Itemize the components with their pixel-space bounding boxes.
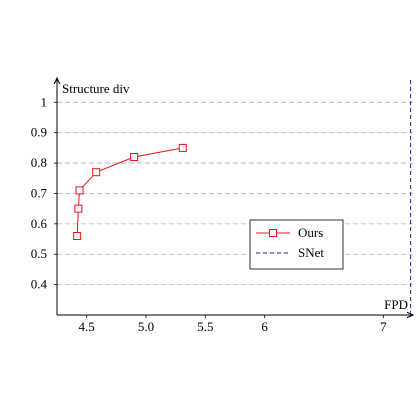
legend-label: Ours — [298, 225, 323, 240]
x-tick-label: 5.5 — [197, 319, 213, 334]
data-point — [130, 153, 139, 161]
y-tick-label: 0.7 — [31, 185, 48, 200]
x-tick-label: 5.0 — [138, 319, 154, 334]
x-tick-label: 6 — [261, 319, 268, 334]
data-point — [74, 204, 83, 213]
legend: Ours SNet — [249, 219, 344, 270]
y-tick-label: 0.6 — [31, 216, 48, 231]
y-tick-label: 0.8 — [31, 155, 47, 170]
legend-marker — [269, 229, 277, 237]
tick-labels: 0.4 0.5 0.6 0.7 0.8 0.9 1 4.5 5.0 5.5 6 7 — [31, 94, 387, 334]
legend-label: SNet — [298, 245, 324, 260]
data-point — [92, 168, 101, 177]
grid-lines — [57, 101, 413, 286]
series-line-ours — [76, 147, 183, 237]
y-tick-label: 1 — [41, 94, 48, 109]
plot-area — [73, 78, 412, 315]
legend-box — [249, 219, 344, 270]
x-tick-label: 4.5 — [79, 319, 95, 334]
data-point — [75, 186, 84, 195]
data-point — [73, 232, 82, 240]
y-tick-label: 0.4 — [31, 277, 48, 292]
data-point — [178, 143, 187, 152]
y-tick-label: 0.9 — [31, 125, 47, 140]
y-tick-label: 0.5 — [31, 246, 47, 261]
x-tick-label: 7 — [380, 319, 387, 334]
x-axis-label: FPD — [384, 297, 408, 312]
y-axis-label: Structure div — [62, 81, 130, 96]
axes — [57, 78, 413, 315]
